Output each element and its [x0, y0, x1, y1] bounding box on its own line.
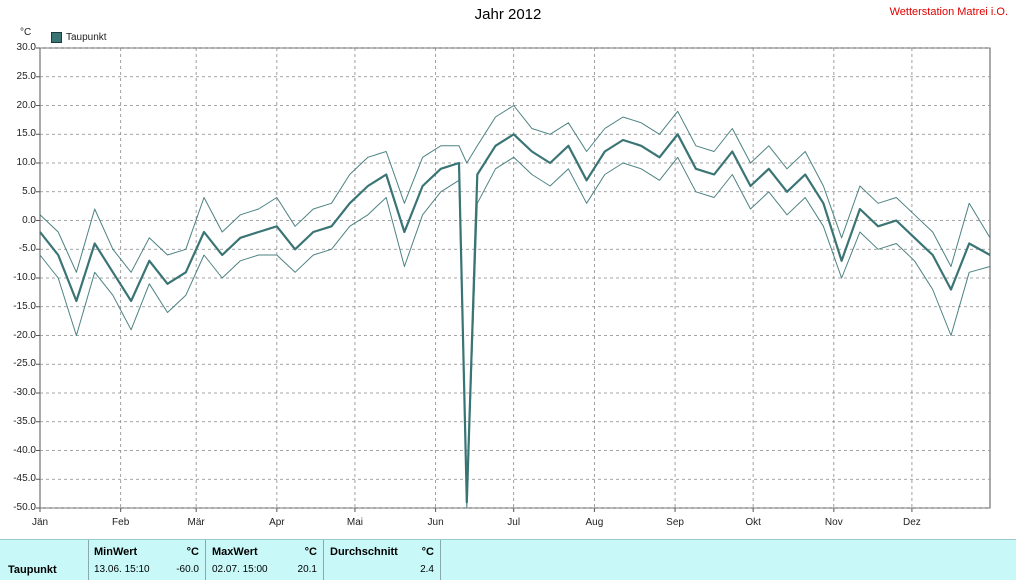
y-tick-label: 25.0	[16, 70, 36, 82]
x-tick-label: Jun	[427, 517, 444, 528]
y-tick-label: -30.0	[13, 387, 36, 398]
max-time: 02.07. 15:00	[212, 564, 268, 575]
min-time: 13.06. 15:10	[94, 564, 150, 575]
y-tick-label: -15.0	[13, 300, 36, 312]
x-tick-label: Aug	[585, 517, 604, 528]
x-tick-label: Nov	[824, 517, 843, 528]
station-name: Wetterstation Matrei i.O.	[889, 6, 1008, 18]
y-axis-unit: °C	[20, 27, 32, 38]
y-tick-label: 0.0	[22, 214, 36, 226]
x-tick-label: Mär	[187, 517, 205, 528]
y-tick-label: -45.0	[13, 473, 36, 485]
x-tick-label: Dez	[903, 517, 921, 528]
y-tick-label: -40.0	[13, 444, 36, 456]
y-tick-label: -5.0	[18, 243, 36, 255]
y-tick-label: 15.0	[16, 128, 36, 140]
x-tick-label: Apr	[269, 517, 285, 528]
y-tick-label: 30.0	[16, 42, 36, 53]
min-cell: MinWert °C 13.06. 15:10 -60.0	[89, 540, 206, 580]
max-value: 20.1	[297, 564, 317, 575]
avg-value: 2.4	[420, 564, 434, 575]
legend: Taupunkt	[51, 32, 107, 43]
y-tick-label: -10.0	[13, 272, 36, 283]
y-tick-label: -25.0	[13, 358, 36, 370]
footer-row-label: Taupunkt	[8, 564, 57, 576]
series-line-min	[39, 156, 991, 509]
max-unit: °C	[304, 546, 317, 558]
y-tick-label: -35.0	[13, 415, 36, 427]
series-line-mean	[39, 133, 991, 504]
y-tick-label: 20.0	[16, 99, 36, 111]
y-tick-label: -50.0	[13, 502, 36, 513]
chart-title: Jahr 2012	[474, 6, 542, 23]
statistics-footer: Taupunkt MinWert °C 13.06. 15:10 -60.0 M…	[0, 539, 1016, 580]
avg-cell: Durchschnitt °C 2.4	[324, 540, 441, 580]
x-tick-label: Sep	[666, 517, 684, 528]
x-tick-label: Jän	[31, 517, 49, 528]
avg-header: Durchschnitt	[330, 546, 398, 558]
x-tick-label: Okt	[745, 517, 761, 528]
max-header: MaxWert	[212, 546, 258, 558]
min-header: MinWert	[94, 546, 138, 558]
min-value: -60.0	[176, 564, 199, 575]
y-tick-label: -20.0	[13, 329, 36, 341]
max-cell: MaxWert °C 02.07. 15:00 20.1	[206, 540, 324, 580]
legend-swatch	[51, 32, 62, 43]
series-line-max	[39, 105, 991, 273]
x-tick-label: Mai	[346, 517, 363, 528]
x-tick-label: Jul	[507, 517, 521, 528]
y-tick-label: 5.0	[22, 185, 36, 197]
min-unit: °C	[186, 546, 199, 558]
y-tick-label: 10.0	[16, 157, 36, 168]
x-tick-label: Feb	[112, 517, 130, 528]
footer-row-label-cell: Taupunkt	[0, 540, 89, 580]
avg-unit: °C	[421, 546, 434, 558]
legend-label: Taupunkt	[66, 32, 107, 43]
